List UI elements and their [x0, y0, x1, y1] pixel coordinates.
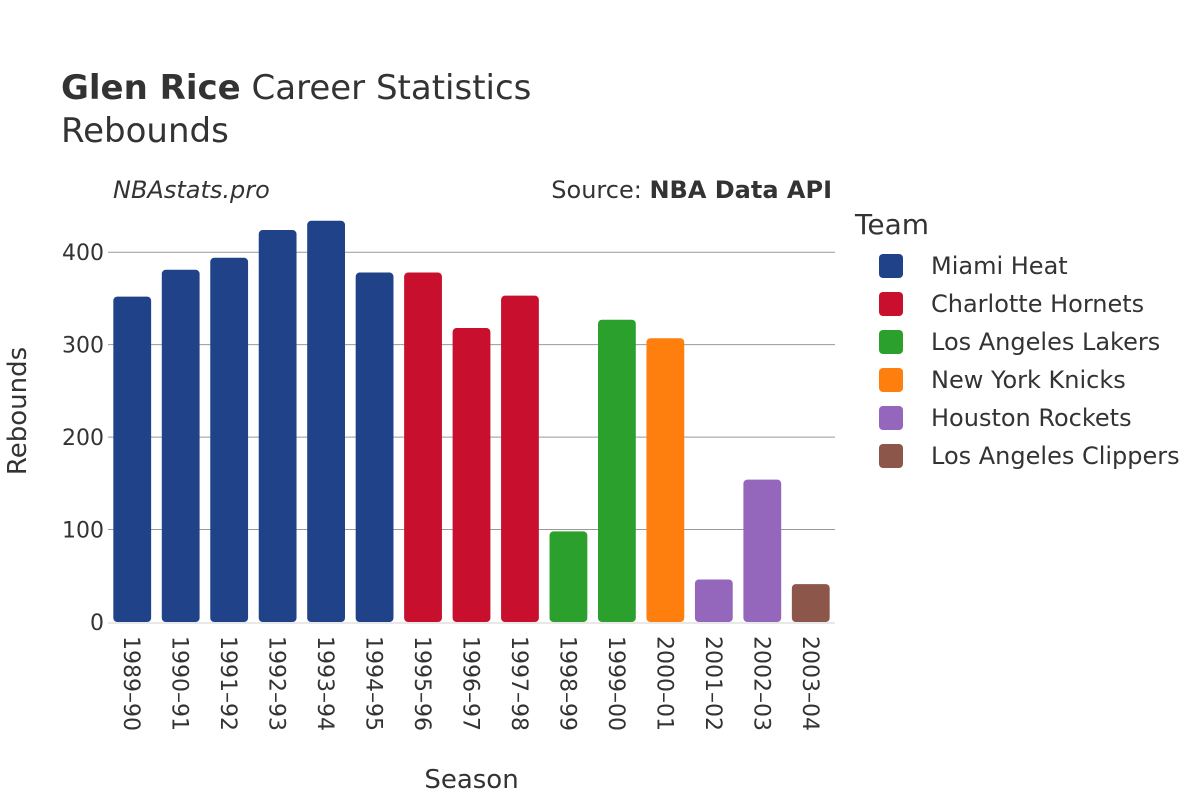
legend-label: Charlotte Hornets: [931, 290, 1145, 318]
bar: [113, 296, 152, 622]
x-tick-label: 1992–93: [264, 636, 289, 731]
legend-items: Miami Heat Charlotte Hornets Los Angeles L…: [855, 247, 1180, 475]
bar: [355, 272, 394, 622]
chart-subtitle: Rebounds: [61, 111, 229, 151]
legend-label: Houston Rockets: [931, 404, 1132, 432]
legend-item[interactable]: Houston Rockets: [855, 399, 1180, 437]
legend-swatch: [879, 444, 903, 468]
bar: [646, 338, 685, 622]
chart-title: Glen Rice Career Statistics: [61, 66, 531, 110]
y-tick-label: 0: [90, 611, 104, 636]
x-tick-label: 2001–02: [700, 636, 725, 731]
legend-item[interactable]: Los Angeles Clippers: [855, 437, 1180, 475]
bar: [258, 230, 297, 622]
legend-title: Team: [855, 208, 930, 241]
bar: [501, 295, 539, 622]
legend: Team Miami Heat Charlotte Hornets Los Ange…: [855, 208, 1180, 475]
legend-swatch: [879, 330, 903, 354]
bar: [791, 584, 830, 622]
legend-item[interactable]: Charlotte Hornets: [855, 285, 1180, 323]
x-tick-label: 1991–92: [215, 636, 240, 731]
x-tick-label: 2003–04: [797, 636, 822, 731]
legend-swatch: [879, 292, 903, 316]
bar: [694, 579, 733, 622]
x-axis-title: Season: [424, 765, 518, 795]
bar: [161, 269, 200, 622]
legend-label: Miami Heat: [931, 252, 1068, 280]
x-tick-label: 1989–90: [118, 636, 143, 731]
bar: [404, 272, 442, 622]
x-tick-label: 1993–94: [312, 636, 337, 731]
bar: [210, 257, 249, 622]
bar: [743, 479, 782, 622]
x-tick-label: 1995–96: [409, 636, 434, 731]
bar: [307, 220, 346, 622]
legend-label: Los Angeles Clippers: [931, 442, 1180, 470]
source-name: NBA Data API: [649, 176, 832, 204]
x-tick-label: 2002–03: [748, 636, 773, 731]
x-tick-label: 1990–91: [167, 636, 192, 731]
bar: [597, 319, 636, 622]
legend-item[interactable]: Los Angeles Lakers: [855, 323, 1180, 361]
legend-label: New York Knicks: [931, 366, 1126, 394]
x-tick-label: 1997–98: [506, 636, 531, 731]
credit-text: NBAstats.pro: [113, 176, 270, 204]
x-tick-label: 2000–01: [651, 636, 676, 731]
bar: [452, 328, 491, 622]
x-tick-label: 1998–99: [554, 636, 579, 731]
legend-swatch: [879, 406, 903, 430]
legend-item[interactable]: Miami Heat: [855, 247, 1180, 285]
source-prefix: Source:: [551, 176, 650, 204]
x-tick-label: 1996–97: [458, 636, 483, 731]
legend-swatch: [879, 368, 903, 392]
source-text: Source: NBA Data API: [551, 176, 832, 204]
chart-title-player: Glen Rice: [61, 68, 241, 108]
y-tick-label: 300: [62, 334, 104, 359]
x-tick-label: 1994–95: [361, 636, 386, 731]
y-tick-label: 400: [62, 241, 104, 266]
legend-label: Los Angeles Lakers: [931, 328, 1161, 356]
chart-title-rest: Career Statistics: [251, 68, 532, 108]
legend-item[interactable]: New York Knicks: [855, 361, 1180, 399]
y-axis-title: Rebounds: [3, 347, 33, 475]
x-tick-label: 1999–00: [603, 636, 628, 731]
bar: [549, 531, 588, 622]
y-tick-label: 100: [62, 519, 104, 544]
legend-swatch: [879, 254, 903, 278]
y-tick-label: 200: [62, 426, 104, 451]
